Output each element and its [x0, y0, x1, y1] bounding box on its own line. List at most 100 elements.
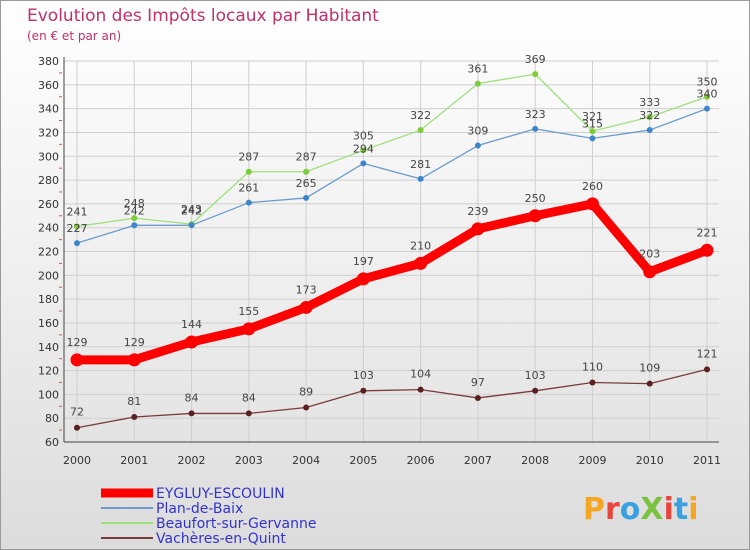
data-point — [414, 256, 428, 270]
data-label: 287 — [238, 151, 259, 164]
data-point — [646, 127, 653, 134]
data-label: 242 — [124, 204, 145, 217]
y-tick-label: 80 — [45, 412, 59, 425]
y-tick-label: 340 — [38, 103, 59, 116]
brand-letter: i — [664, 492, 674, 527]
data-label: 97 — [471, 376, 485, 389]
data-label: 369 — [525, 53, 546, 66]
data-point — [360, 147, 367, 154]
data-point — [245, 168, 252, 175]
data-point — [303, 168, 310, 175]
x-tick-label: 2005 — [349, 454, 377, 467]
data-point — [700, 243, 714, 257]
y-tick-label: 360 — [38, 79, 59, 92]
brand-letter: X — [640, 492, 663, 527]
data-label: 322 — [410, 109, 431, 122]
brand-letter: t — [674, 492, 688, 527]
data-label: 104 — [410, 368, 431, 381]
data-point — [356, 272, 370, 286]
data-point — [245, 199, 252, 206]
data-point — [528, 209, 542, 223]
x-tick-label: 2004 — [292, 454, 320, 467]
data-point — [589, 128, 596, 135]
data-label: 242 — [181, 204, 202, 217]
data-label: 294 — [353, 142, 374, 155]
data-label: 321 — [582, 110, 603, 123]
data-label: 221 — [697, 226, 718, 239]
data-label: 350 — [697, 76, 718, 89]
data-label: 81 — [127, 395, 141, 408]
data-point — [245, 410, 252, 417]
data-point — [704, 105, 710, 112]
data-point — [74, 223, 80, 230]
data-label: 248 — [124, 197, 145, 210]
data-point — [589, 379, 596, 386]
x-tick-label: 2010 — [636, 454, 664, 467]
data-point — [474, 142, 481, 149]
data-label: 323 — [525, 108, 546, 121]
x-tick-label: 2000 — [63, 454, 91, 467]
data-point — [532, 125, 539, 132]
data-point — [471, 222, 485, 236]
data-label: 239 — [467, 205, 488, 218]
y-tick-label: 260 — [38, 198, 59, 211]
legend-label: EYGLUY-ESCOULIN — [156, 486, 285, 502]
data-label: 110 — [582, 360, 603, 373]
brand-letter: P — [583, 492, 605, 527]
legend-label: Vachères-en-Quint — [156, 531, 286, 547]
legend: EYGLUY-ESCOULINPlan-de-BaixBeaufort-sur-… — [101, 486, 317, 547]
data-label: 315 — [582, 117, 603, 130]
grid — [64, 60, 719, 443]
x-tick-label: 2003 — [235, 454, 263, 467]
y-tick-label: 100 — [38, 388, 59, 401]
data-label: 305 — [353, 129, 374, 142]
data-point — [188, 222, 195, 229]
data-label: 260 — [582, 180, 603, 193]
data-point — [303, 404, 310, 411]
brand-letter: o — [620, 492, 641, 527]
data-label: 333 — [639, 96, 660, 109]
brand-letter: i — [688, 492, 698, 527]
data-label: 103 — [525, 369, 546, 382]
data-label: 129 — [124, 336, 145, 349]
data-label: 309 — [467, 125, 488, 138]
data-point — [360, 387, 367, 394]
y-tick-label: 160 — [38, 317, 59, 330]
data-label: 340 — [697, 88, 718, 101]
series-line-2 — [76, 73, 708, 228]
data-label: 243 — [181, 203, 202, 216]
data-label: 265 — [296, 177, 317, 190]
x-tick-label: 2008 — [521, 454, 549, 467]
data-point — [532, 387, 539, 394]
x-tick-label: 2011 — [693, 454, 721, 467]
x-tick-label: 2002 — [178, 454, 206, 467]
x-tick-label: 2007 — [464, 454, 492, 467]
y-tick-label: 60 — [45, 436, 59, 449]
y-tick-label: 380 — [38, 55, 59, 68]
data-label: 361 — [467, 63, 488, 76]
data-label: 227 — [67, 222, 88, 235]
data-point — [704, 366, 710, 373]
y-tick-label: 140 — [38, 341, 59, 354]
data-point — [704, 93, 710, 100]
series-line-1 — [76, 107, 708, 244]
data-point — [474, 394, 481, 401]
data-point — [417, 386, 424, 393]
data-point — [242, 322, 256, 336]
chart-title: Evolution des Impôts locaux par Habitant — [27, 6, 379, 26]
data-point — [646, 380, 653, 387]
data-label: 72 — [70, 406, 84, 419]
legend-label: Plan-de-Baix — [156, 501, 243, 517]
data-label: 241 — [67, 205, 88, 218]
data-label: 129 — [67, 336, 88, 349]
data-point — [131, 215, 138, 222]
y-tick-label: 200 — [38, 269, 59, 282]
legend-label: Beaufort-sur-Gervanne — [156, 516, 317, 532]
data-label: 84 — [242, 391, 256, 404]
data-label: 84 — [185, 391, 199, 404]
data-label: 281 — [410, 158, 431, 171]
y-tick-label: 180 — [38, 293, 59, 306]
